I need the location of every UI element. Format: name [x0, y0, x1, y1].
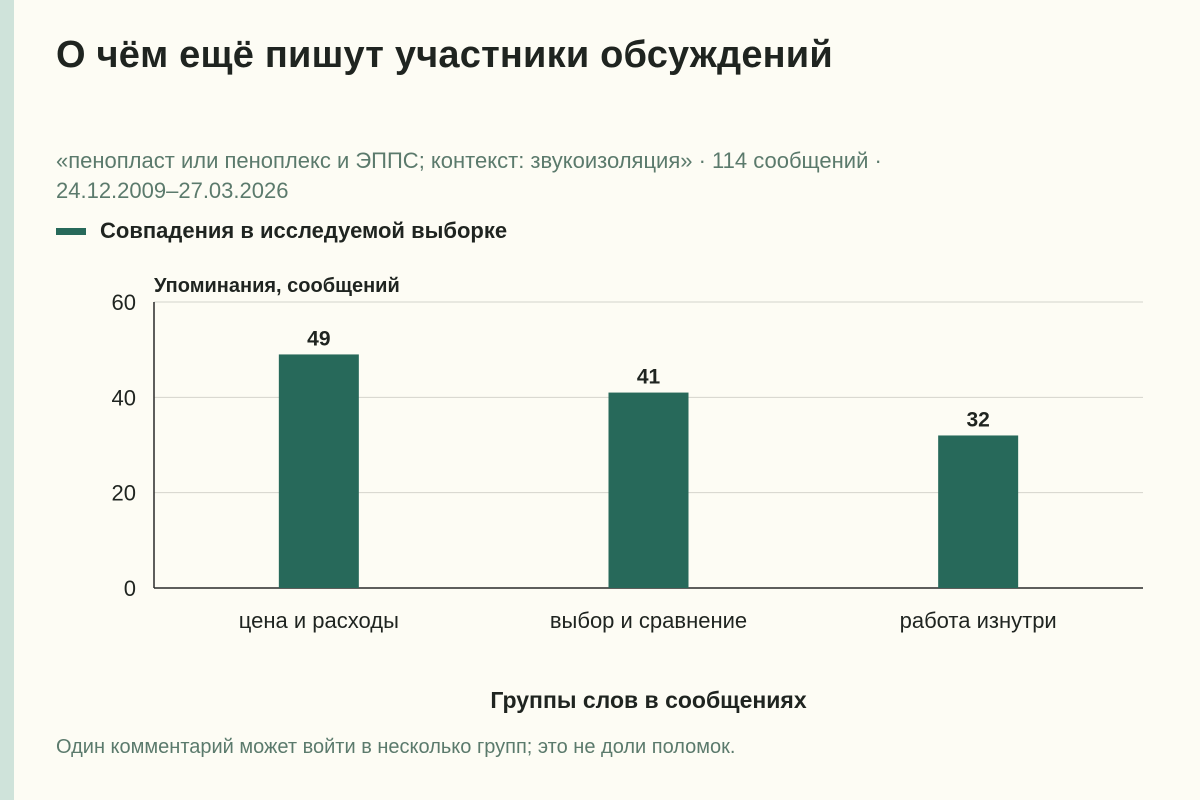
legend-label: Совпадения в исследуемой выборке	[100, 218, 508, 243]
bar-value-label: 41	[637, 366, 661, 389]
legend-swatch	[56, 227, 86, 235]
bar	[938, 435, 1019, 588]
bar	[278, 354, 359, 588]
x-tick-label: цена и расходы	[239, 608, 399, 633]
y-tick-label: 60	[112, 290, 136, 315]
subtitle-line-1: «пенопласт или пеноплекс и ЭППС; контекс…	[56, 148, 882, 173]
x-tick-label: работа изнутри	[900, 608, 1057, 633]
bar-value-label: 32	[966, 408, 989, 431]
x-axis-label: Группы слов в сообщениях	[490, 687, 806, 713]
bar-value-label: 49	[307, 327, 330, 350]
y-tick-label: 0	[124, 576, 136, 601]
chart-subtitle: «пенопласт или пеноплекс и ЭППС; контекс…	[56, 146, 1056, 206]
x-tick-label: выбор и сравнение	[550, 608, 747, 633]
y-tick-label: 40	[112, 385, 136, 410]
subtitle-line-2: 24.12.2009–27.03.2026	[56, 178, 289, 203]
y-axis-label: Упоминания, сообщений	[154, 275, 400, 297]
footnote: Один комментарий может войти в несколько…	[56, 736, 736, 758]
y-tick-label: 20	[112, 481, 136, 506]
legend: Совпадения в исследуемой выборке	[56, 218, 507, 244]
bar	[608, 392, 689, 588]
chart-title: О чём ещё пишут участники обсуждений	[56, 34, 833, 76]
left-accent-stripe	[0, 0, 14, 800]
